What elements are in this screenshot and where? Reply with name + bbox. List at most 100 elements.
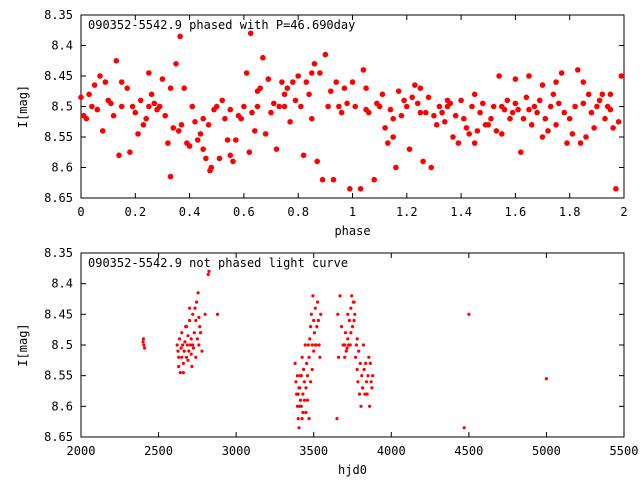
data-point — [357, 186, 364, 192]
data-point — [197, 343, 201, 347]
data-point — [181, 361, 185, 365]
data-point — [198, 331, 203, 335]
data-point — [307, 417, 311, 421]
data-point — [309, 325, 313, 329]
phased-light-curve-plot: 090352-5542.9 phased with P=46.690day ph… — [16, 8, 628, 238]
data-point — [310, 343, 314, 347]
data-point — [488, 115, 494, 122]
data-point — [182, 349, 186, 353]
data-point — [361, 343, 365, 347]
data-point — [336, 355, 341, 359]
data-point — [512, 100, 519, 107]
data-point — [335, 417, 339, 421]
data-point — [499, 131, 505, 137]
x-axis-title: phase — [334, 224, 370, 238]
data-point — [97, 73, 103, 79]
data-point — [308, 337, 312, 341]
data-point — [186, 334, 190, 338]
data-point — [471, 91, 478, 98]
data-point — [116, 152, 122, 159]
data-point — [298, 398, 303, 402]
data-point — [186, 143, 193, 149]
data-point — [276, 103, 283, 110]
data-point — [313, 306, 317, 310]
data-point — [596, 97, 603, 104]
data-point — [349, 79, 356, 85]
y-tick-label: 8.4 — [51, 39, 73, 53]
data-point — [296, 392, 300, 396]
data-point — [200, 349, 204, 353]
data-point — [127, 149, 133, 155]
data-point — [252, 128, 258, 134]
data-point — [371, 374, 375, 378]
data-point — [262, 131, 269, 137]
x-tick-label: 0.6 — [233, 205, 255, 219]
y-axis-title: I[mag] — [16, 323, 30, 366]
data-point — [156, 103, 163, 110]
data-point — [170, 125, 177, 131]
data-point — [312, 331, 317, 335]
data-point — [300, 355, 304, 359]
data-point — [314, 158, 321, 165]
data-point — [311, 61, 318, 67]
data-point — [203, 155, 209, 162]
data-point — [346, 312, 350, 316]
x-tick-label: 5000 — [532, 444, 561, 458]
data-point — [196, 291, 200, 295]
data-point — [180, 331, 184, 335]
data-point — [558, 70, 565, 76]
data-point — [181, 343, 185, 347]
data-point — [319, 176, 326, 183]
data-point — [343, 331, 348, 335]
data-point — [345, 346, 349, 350]
data-point — [417, 109, 424, 116]
data-point — [360, 67, 367, 73]
data-point — [108, 100, 114, 107]
data-point — [356, 380, 360, 384]
data-point — [141, 340, 145, 344]
data-point — [461, 115, 467, 122]
data-point — [534, 109, 540, 116]
data-point — [312, 318, 316, 323]
data-point — [191, 346, 196, 350]
data-point — [309, 115, 315, 122]
data-point — [110, 112, 117, 119]
y-tick-label: 8.65 — [44, 430, 73, 444]
data-point — [102, 79, 109, 85]
data-point — [390, 134, 397, 140]
data-point — [118, 103, 125, 110]
data-point — [192, 331, 196, 335]
data-point — [307, 355, 311, 359]
data-point — [379, 91, 386, 98]
data-point — [358, 361, 362, 365]
data-point — [135, 131, 141, 137]
data-point — [357, 349, 361, 353]
data-point — [298, 103, 304, 110]
data-point — [376, 103, 383, 110]
data-point — [458, 97, 464, 104]
data-point — [200, 115, 206, 122]
data-point — [124, 85, 130, 91]
data-point — [284, 85, 291, 91]
data-point — [355, 337, 359, 341]
data-point — [433, 122, 440, 128]
x-tick-label: 4000 — [377, 444, 406, 458]
data-point — [260, 54, 266, 61]
data-point — [297, 386, 301, 390]
data-point — [188, 343, 192, 347]
plot-title: 090352-5542.9 phased with P=46.690day — [88, 18, 355, 32]
data-point — [216, 155, 223, 162]
data-point — [273, 146, 280, 152]
data-point — [306, 343, 310, 347]
data-point — [471, 140, 478, 146]
data-point — [347, 318, 351, 323]
data-point — [556, 100, 562, 107]
data-point — [350, 294, 354, 298]
data-point — [575, 67, 581, 73]
data-point — [230, 158, 236, 165]
data-point — [463, 125, 470, 131]
data-point — [354, 355, 358, 359]
data-point — [485, 122, 492, 128]
y-tick-label: 8.35 — [44, 246, 73, 260]
data-point — [146, 70, 152, 76]
